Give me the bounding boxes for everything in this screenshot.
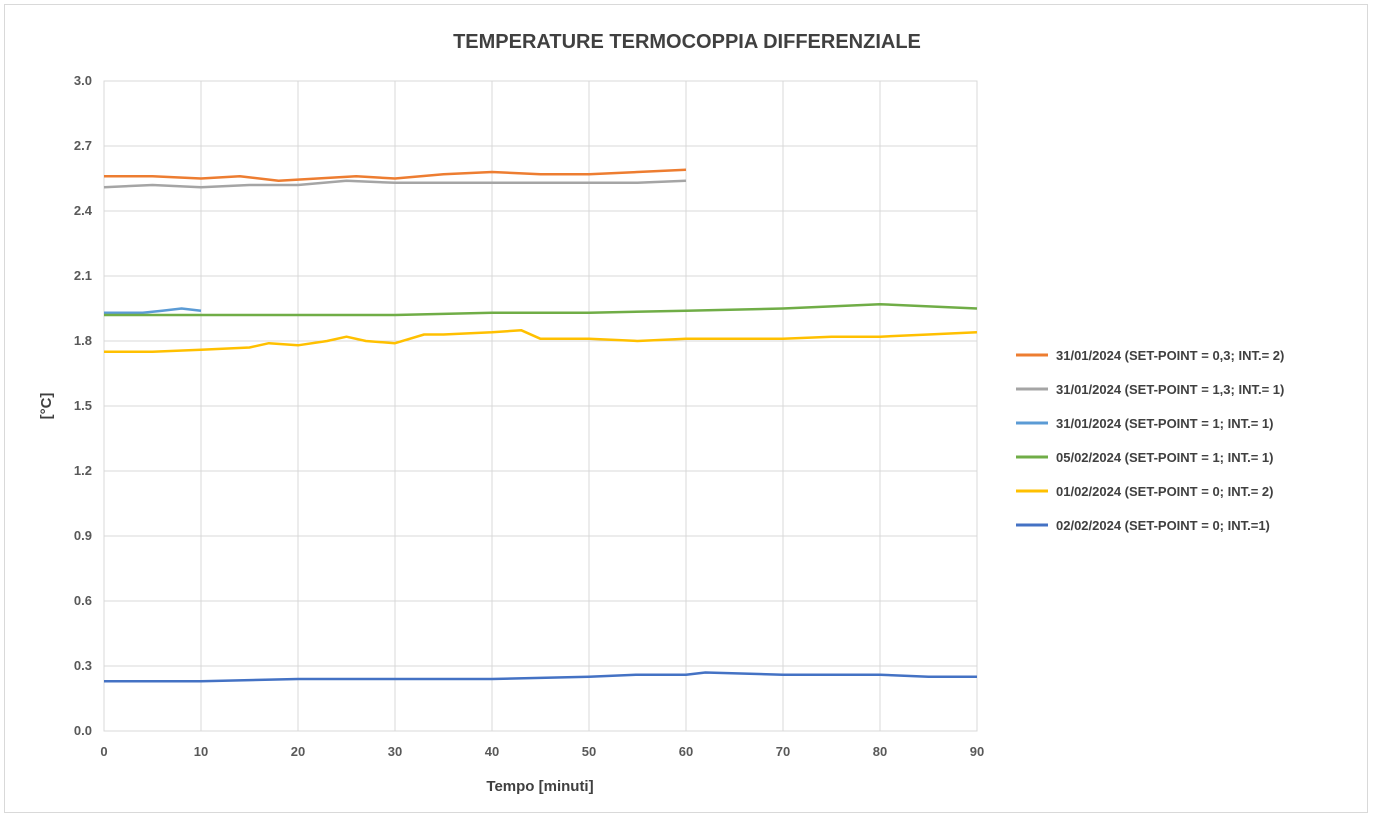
legend-label-1: 31/01/2024 (SET-POINT = 0,3; INT.= 2) bbox=[1056, 348, 1284, 363]
legend-label-2: 31/01/2024 (SET-POINT = 1,3; INT.= 1) bbox=[1056, 382, 1284, 397]
x-tick-label: 20 bbox=[291, 744, 305, 759]
x-tick-label: 80 bbox=[873, 744, 887, 759]
grid-layer bbox=[103, 80, 978, 732]
x-tick-label: 30 bbox=[388, 744, 402, 759]
chart-title: TEMPERATURE TERMOCOPPIA DIFFERENZIALE bbox=[453, 31, 921, 53]
y-tick-label: 1.5 bbox=[74, 398, 92, 413]
y-tick-label: 0.3 bbox=[74, 658, 92, 673]
series-line-2 bbox=[103, 179, 687, 189]
series-line-3 bbox=[104, 307, 202, 315]
legend: 31/01/2024 (SET-POINT = 0,3; INT.= 2) 31/… bbox=[1016, 348, 1284, 533]
series-layer bbox=[103, 168, 978, 683]
y-tick-label: 1.8 bbox=[74, 333, 92, 348]
y-tick-label: 1.2 bbox=[74, 463, 92, 478]
legend-label-3: 31/01/2024 (SET-POINT = 1; INT.= 1) bbox=[1056, 416, 1273, 431]
legend-label-4: 05/02/2024 (SET-POINT = 1; INT.= 1) bbox=[1056, 450, 1273, 465]
x-tick-label: 70 bbox=[776, 744, 790, 759]
y-tick-label: 0.0 bbox=[74, 723, 92, 738]
x-axis-ticks: 0 10 20 30 40 50 60 70 80 90 bbox=[100, 744, 984, 759]
x-axis-title: Tempo [minuti] bbox=[486, 778, 593, 795]
x-tick-label: 50 bbox=[582, 744, 596, 759]
legend-label-5: 01/02/2024 (SET-POINT = 0; INT.= 2) bbox=[1056, 484, 1273, 499]
x-tick-label: 40 bbox=[485, 744, 499, 759]
y-tick-label: 2.1 bbox=[74, 268, 92, 283]
x-tick-label: 10 bbox=[194, 744, 208, 759]
y-axis-ticks: 0.0 0.3 0.6 0.9 1.2 1.5 1.8 2.1 2.4 2.7 3.0 bbox=[74, 73, 93, 738]
legend-label-6: 02/02/2024 (SET-POINT = 0; INT.=1) bbox=[1056, 518, 1270, 533]
y-tick-label: 3.0 bbox=[74, 73, 92, 88]
y-tick-label: 0.6 bbox=[74, 593, 92, 608]
series-line-4 bbox=[104, 302, 978, 317]
y-tick-label: 2.4 bbox=[74, 203, 93, 218]
y-tick-label: 0.9 bbox=[74, 528, 92, 543]
y-tick-label: 2.7 bbox=[74, 138, 92, 153]
series-line-5 bbox=[104, 328, 978, 354]
series-line-6 bbox=[104, 671, 977, 683]
y-axis-title: [°C] bbox=[38, 393, 55, 420]
plot-area bbox=[103, 80, 978, 732]
x-tick-label: 0 bbox=[100, 744, 107, 759]
x-tick-label: 90 bbox=[970, 744, 984, 759]
series-line-1 bbox=[104, 168, 687, 182]
x-tick-label: 60 bbox=[679, 744, 693, 759]
